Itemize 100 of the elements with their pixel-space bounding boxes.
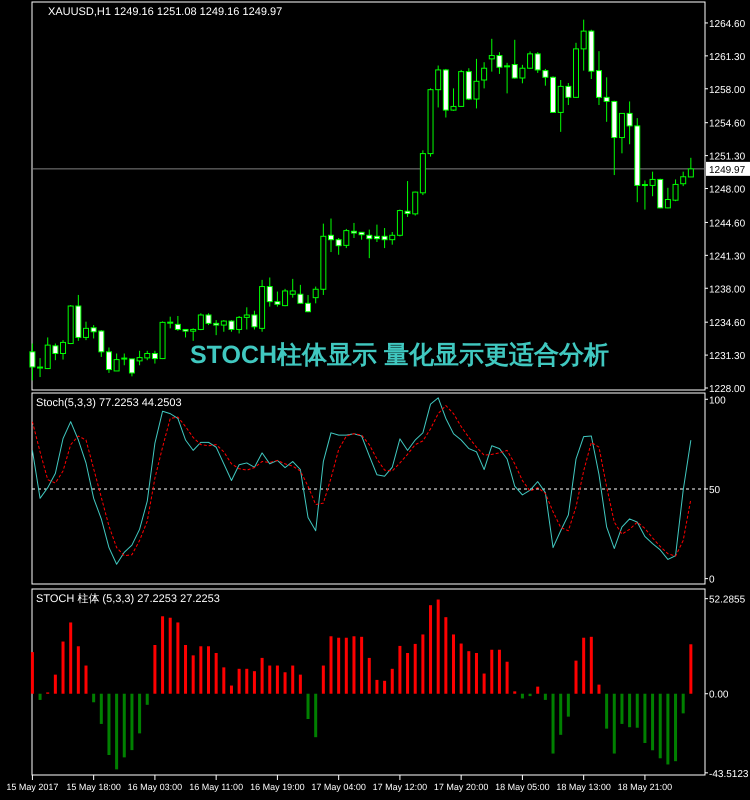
bar: [460, 644, 463, 694]
x-tick-label: 16 May 11:00: [189, 782, 244, 792]
bar: [284, 672, 287, 694]
bar: [176, 622, 180, 694]
bar: [544, 694, 547, 700]
y-tick-label: 1264.60: [709, 18, 746, 30]
y-tick-label: 1234.60: [709, 318, 746, 330]
bar: [406, 653, 410, 694]
bar: [474, 653, 478, 694]
bar: [414, 644, 417, 694]
bar: [276, 666, 279, 694]
candlestick: [481, 62, 488, 89]
bar: [122, 694, 126, 758]
candlestick: [312, 286, 319, 304]
bar: [115, 694, 118, 770]
bar: [444, 617, 448, 694]
bar: [490, 650, 494, 694]
bar: [260, 658, 264, 694]
bar: [84, 666, 88, 694]
bar: [153, 645, 156, 694]
bar: [536, 686, 540, 694]
bar: [322, 666, 325, 694]
x-tick-label: 18 May 21:00: [618, 782, 672, 792]
y-tick-label: 1258.00: [709, 84, 746, 96]
bar: [207, 646, 210, 694]
bar: [344, 638, 348, 694]
bar: [192, 655, 195, 694]
bar: [298, 674, 302, 694]
bar: [130, 694, 134, 750]
chart-title: XAUUSD,H1 1249.16 1251.08 1249.16 1249.97: [48, 6, 282, 18]
bar: [559, 694, 562, 735]
bar: [146, 694, 149, 705]
bar: [138, 694, 142, 734]
bar: [674, 694, 678, 762]
y-tick-label: 1244.60: [709, 218, 746, 230]
x-tick-label: 17 May 04:00: [311, 782, 366, 792]
bar: [682, 694, 685, 714]
y-tick-label: 1238.00: [709, 284, 746, 296]
candlestick: [680, 171, 686, 187]
bar: [107, 694, 110, 755]
bar: [100, 694, 103, 724]
bar: [245, 668, 248, 694]
bar: [582, 638, 586, 694]
bar: [636, 694, 639, 728]
x-tick-label: 15 May 18:00: [66, 782, 121, 792]
bar: [528, 694, 532, 696]
x-tick-label: 18 May 05:00: [495, 782, 550, 792]
bar: [38, 694, 42, 700]
bar: [620, 694, 624, 724]
bar: [161, 616, 164, 694]
y-tick-label: 50: [709, 484, 721, 496]
y-tick-label: 1251.30: [709, 152, 746, 163]
chart-title: Stoch(5,3,3) 77.2253 44.2503: [36, 397, 182, 409]
y-tick-label: 1254.60: [709, 118, 746, 130]
ref-line-label: 1249.97: [709, 164, 746, 176]
bar: [352, 636, 356, 694]
y-tick-label: 1261.30: [709, 52, 746, 63]
bar: [30, 652, 34, 694]
x-tick-label: 16 May 03:00: [128, 782, 182, 792]
bar: [689, 644, 692, 694]
bar: [651, 694, 654, 750]
x-tick-label: 15 May 2017: [6, 782, 58, 792]
bar: [482, 674, 486, 694]
y-tick-label: 0: [709, 574, 715, 586]
bar: [230, 686, 233, 694]
y-tick-label: 1241.30: [709, 251, 746, 262]
y-tick-label: 1228.00: [709, 384, 746, 396]
bar: [421, 634, 424, 694]
bar: [658, 694, 662, 758]
chart-title: STOCH 柱体 (5,3,3) 27.2253 27.2253: [36, 593, 220, 605]
bar: [666, 694, 670, 764]
bar: [337, 638, 340, 694]
x-tick-label: 18 May 13:00: [556, 782, 611, 792]
bar: [612, 694, 616, 754]
bar: [590, 636, 593, 694]
bar: [566, 694, 570, 717]
y-tick-label: 1248.00: [709, 184, 746, 196]
bar: [76, 646, 80, 694]
bar: [69, 622, 72, 694]
bar: [54, 674, 57, 694]
bar: [314, 694, 318, 738]
bar: [268, 666, 272, 694]
bar: [628, 694, 632, 728]
bar: [452, 634, 456, 694]
y-tick-label: 100: [709, 395, 726, 406]
bar: [429, 605, 432, 694]
x-tick-label: 16 May 19:00: [250, 782, 305, 792]
y-tick-label: 0.00: [709, 690, 729, 701]
bar: [214, 653, 218, 694]
x-tick-label: 17 May 20:00: [434, 782, 488, 792]
bar: [383, 680, 386, 694]
bar: [238, 668, 241, 694]
bar: [390, 668, 394, 694]
bar: [643, 694, 646, 743]
bar: [574, 660, 578, 694]
bar: [360, 636, 364, 694]
bar: [306, 694, 310, 719]
bar: [199, 646, 202, 694]
bar: [552, 694, 555, 754]
bar: [168, 618, 172, 694]
